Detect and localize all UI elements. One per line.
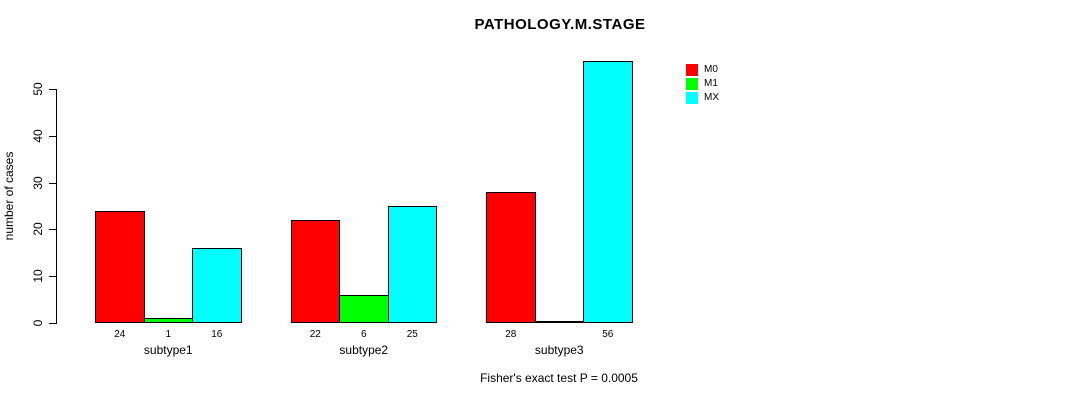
bar-m1-subtype2: [339, 295, 389, 323]
bar-value-label: 16: [211, 329, 223, 340]
y-tick-mark: [49, 229, 57, 230]
y-tick-mark: [49, 136, 57, 137]
bar-m1-subtype1: [143, 318, 193, 323]
y-tick-mark: [49, 276, 57, 277]
y-tick-label: 50: [31, 82, 45, 96]
legend-swatch-m1: [686, 78, 698, 90]
category-label-subtype3: subtype3: [534, 343, 584, 357]
y-tick-mark: [49, 183, 57, 184]
legend-swatch-mx: [686, 92, 698, 104]
annotation-fishers-test: Fisher's exact test P = 0.0005: [480, 371, 638, 385]
y-axis-line: [56, 89, 57, 324]
legend: M0 M1 MX: [686, 64, 719, 106]
bar-value-label: 24: [114, 329, 126, 340]
bar-mx-subtype3: [583, 61, 633, 323]
legend-label-m1: M1: [704, 78, 718, 89]
bar-value-label: 56: [602, 329, 614, 340]
y-tick-label: 10: [31, 269, 45, 283]
bar-value-label: 1: [165, 329, 172, 340]
y-tick-mark: [49, 89, 57, 90]
category-label-subtype2: subtype2: [339, 343, 389, 357]
bar-mx-subtype1: [192, 248, 242, 323]
y-tick-label: 20: [31, 222, 45, 236]
legend-label-mx: MX: [704, 92, 719, 103]
legend-item-mx: MX: [686, 92, 719, 104]
bar-mx-subtype2: [387, 206, 437, 323]
y-tick-label: 0: [31, 319, 45, 327]
bar-value-label: 22: [309, 329, 321, 340]
bar-value-label: 28: [505, 329, 517, 340]
bar-m0-subtype2: [290, 220, 340, 323]
y-tick-label: 40: [31, 129, 45, 143]
bar-value-label: 25: [406, 329, 418, 340]
legend-item-m0: M0: [686, 64, 719, 76]
legend-label-m0: M0: [704, 64, 718, 75]
chart-title: PATHOLOGY.M.STAGE: [474, 16, 646, 33]
legend-swatch-m0: [686, 64, 698, 76]
y-tick-label: 30: [31, 176, 45, 190]
bar-m1-subtype3: [534, 321, 584, 323]
y-axis-title: number of cases: [2, 151, 16, 241]
bar-m0-subtype3: [486, 192, 536, 323]
y-tick-mark: [49, 323, 57, 324]
bar-m0-subtype1: [95, 211, 145, 323]
category-label-subtype1: subtype1: [143, 343, 193, 357]
bar-value-label: 6: [360, 329, 367, 340]
legend-item-m1: M1: [686, 78, 719, 90]
